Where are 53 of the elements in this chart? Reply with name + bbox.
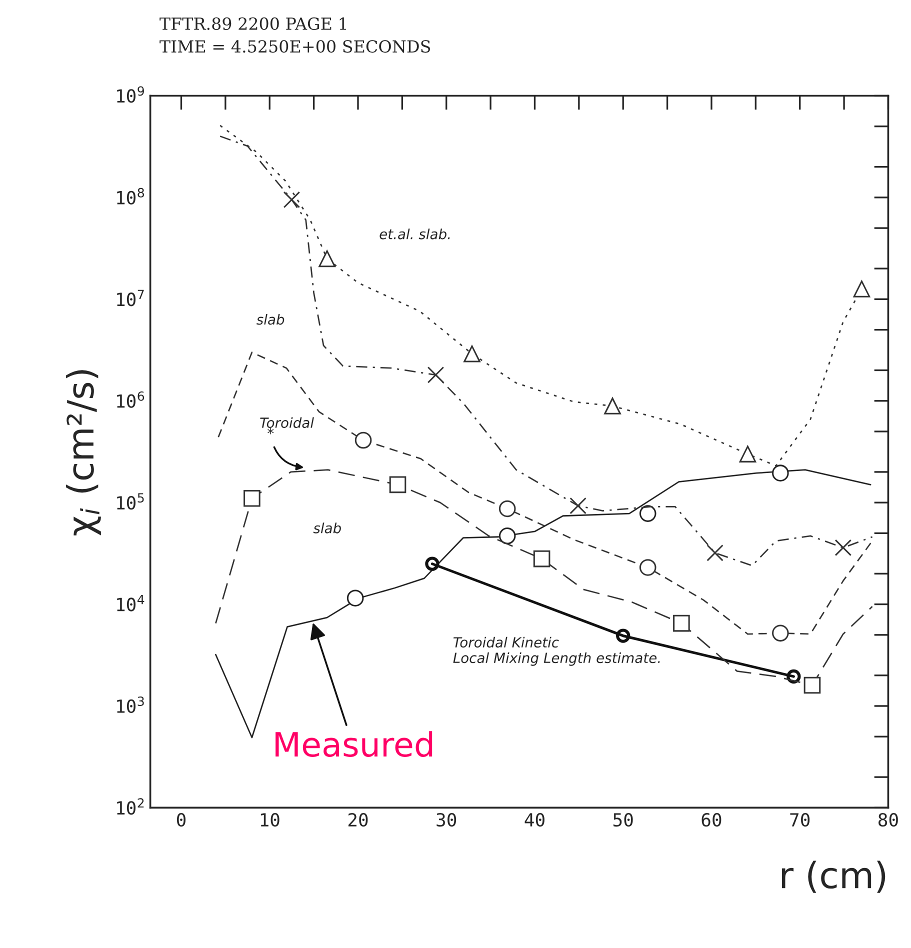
point <box>604 398 621 414</box>
x-tick-label: 20 <box>348 812 368 827</box>
point <box>739 446 756 462</box>
point <box>639 505 656 522</box>
y-tick-label: 10$^{2}$ <box>117 798 144 815</box>
annotation: slab <box>256 314 284 325</box>
y-tick-label: 10$^{8}$ <box>117 188 144 204</box>
point <box>616 628 630 643</box>
y-tick-label: 10$^{5}$ <box>117 493 144 510</box>
y-tick-label: 10$^{6}$ <box>117 391 144 408</box>
x-tick-label: 60 <box>702 812 722 827</box>
annotation: * <box>268 428 274 434</box>
point <box>533 550 550 568</box>
annotation: Toroidal Kinetic Local Mixing Length estimate. <box>453 636 660 666</box>
x-tick-label: 0 <box>176 812 186 827</box>
point <box>464 345 480 362</box>
point <box>498 528 516 544</box>
annotation: Measured <box>276 731 432 757</box>
y-tick-label: 10$^{4}$ <box>117 594 144 612</box>
point <box>244 490 260 507</box>
x-tick-label: 80 <box>878 812 898 827</box>
annotation: et.al. slab. <box>380 228 450 240</box>
x-axis-title: r (cm) <box>782 860 886 893</box>
chart-title: TFTR.89 2200 PAGE 1 <box>160 17 346 30</box>
point <box>425 556 440 571</box>
point <box>639 559 656 576</box>
point <box>570 497 586 514</box>
annotation: Toroidal <box>260 417 314 428</box>
y-axis-title: χ$_{i}$ (cm²/s) <box>66 370 101 536</box>
x-tick-label: 10 <box>260 812 280 827</box>
point <box>834 539 852 556</box>
point <box>498 500 516 518</box>
x-tick-label: 40 <box>524 812 544 827</box>
point <box>706 544 724 562</box>
point <box>853 280 870 298</box>
point <box>283 191 300 208</box>
y-tick-label: 10$^{3}$ <box>117 696 144 714</box>
point <box>389 476 406 494</box>
point <box>318 250 336 268</box>
point <box>772 464 789 482</box>
annotation: slab <box>313 522 341 534</box>
x-tick-label: 50 <box>614 812 633 827</box>
y-tick-label: 10$^{7}$ <box>117 290 144 306</box>
point <box>427 366 444 384</box>
chart-subtitle: TIME = 4.5250E+00 SECONDS <box>160 40 430 53</box>
point <box>354 432 372 449</box>
x-tick-label: 70 <box>790 812 810 827</box>
y-tick-label: 10$^{9}$ <box>117 86 144 103</box>
point <box>804 676 821 694</box>
x-tick-label: 30 <box>436 812 456 827</box>
point <box>673 614 690 632</box>
point <box>346 590 364 607</box>
point <box>772 624 789 642</box>
